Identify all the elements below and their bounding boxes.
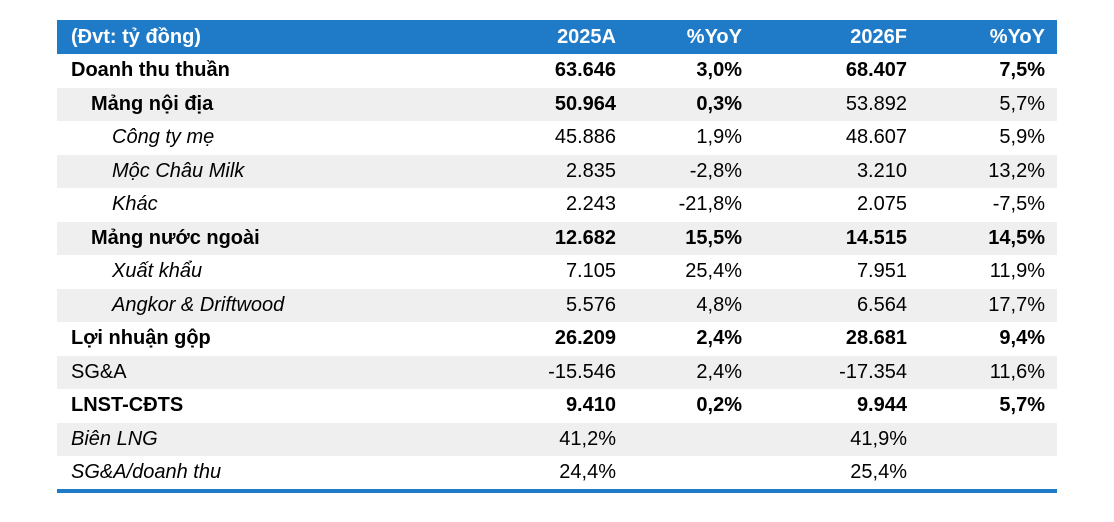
cell-2025a: 63.646 bbox=[554, 59, 616, 82]
table-row: Mộc Châu Milk 2.835 -2,8% 3.210 13,2% bbox=[57, 154, 1057, 188]
cell-2025a: 5.576 bbox=[565, 293, 616, 316]
yoy-2026-header: %YoY bbox=[989, 25, 1045, 48]
cell-2026f: 25,4% bbox=[850, 461, 907, 484]
row-label: Mộc Châu Milk bbox=[112, 159, 245, 182]
table-header-row: (Đvt: tỷ đồng) 2025A %YoY 2026F %YoY bbox=[57, 20, 1057, 54]
table-row: Khác 2.243 -21,8% 2.075 -7,5% bbox=[57, 188, 1057, 222]
cell-2025a: 50.964 bbox=[554, 92, 616, 115]
cell-yoy-2026 bbox=[907, 456, 1057, 490]
cell-2025a: 26.209 bbox=[554, 327, 616, 350]
cell-2026f: 28.681 bbox=[845, 327, 907, 350]
row-label: Xuất khẩu bbox=[112, 260, 203, 283]
cell-yoy-2025: 1,9% bbox=[696, 126, 742, 149]
cell-yoy-2026: 7,5% bbox=[999, 59, 1045, 82]
cell-yoy-2025: 0,3% bbox=[696, 92, 742, 115]
row-label: Lợi nhuận gộp bbox=[71, 327, 211, 350]
cell-2026f: 53.892 bbox=[845, 92, 907, 115]
cell-yoy-2026: 5,9% bbox=[999, 126, 1045, 149]
cell-yoy-2025: 3,0% bbox=[696, 59, 742, 82]
table-row: Lợi nhuận gộp 26.209 2,4% 28.681 9,4% bbox=[57, 322, 1057, 356]
row-label: Doanh thu thuần bbox=[71, 59, 230, 82]
row-label: Biên LNG bbox=[71, 427, 158, 450]
cell-yoy-2026: 11,9% bbox=[989, 260, 1045, 283]
cell-2025a: 9.410 bbox=[565, 394, 616, 417]
cell-2026f: 14.515 bbox=[845, 226, 907, 249]
table-row: Mảng nội địa 50.964 0,3% 53.892 5,7% bbox=[57, 87, 1057, 121]
cell-2025a: 41,2% bbox=[559, 427, 616, 450]
cell-2026f: 6.564 bbox=[856, 293, 907, 316]
cell-yoy-2025: 0,2% bbox=[696, 394, 742, 417]
row-label: Công ty mẹ bbox=[112, 126, 215, 149]
cell-2026f: 7.951 bbox=[856, 260, 907, 283]
table-row: Angkor & Driftwood 5.576 4,8% 6.564 17,7… bbox=[57, 288, 1057, 322]
yoy-2025-header: %YoY bbox=[686, 25, 742, 48]
cell-2025a: 2.243 bbox=[565, 193, 616, 216]
cell-yoy-2026: 13,2% bbox=[988, 159, 1045, 182]
row-label: Khác bbox=[112, 193, 158, 216]
cell-yoy-2026: 11,6% bbox=[989, 360, 1045, 383]
row-label: Angkor & Driftwood bbox=[112, 293, 285, 316]
cell-yoy-2026: 5,7% bbox=[999, 92, 1045, 115]
row-label: Mảng nội địa bbox=[91, 92, 214, 115]
cell-2025a: -15.546 bbox=[548, 360, 616, 383]
cell-2026f: 3.210 bbox=[856, 159, 907, 182]
cell-yoy-2025 bbox=[616, 456, 742, 490]
cell-yoy-2025 bbox=[616, 423, 742, 457]
cell-2026f: 9.944 bbox=[856, 394, 907, 417]
cell-2026f: 41,9% bbox=[850, 427, 907, 450]
unit-header: (Đvt: tỷ đồng) bbox=[71, 25, 201, 48]
cell-yoy-2025: -21,8% bbox=[678, 193, 742, 216]
cell-2025a: 24,4% bbox=[559, 461, 616, 484]
cell-yoy-2025: 2,4% bbox=[696, 327, 742, 350]
cell-yoy-2025: 25,4% bbox=[685, 260, 742, 283]
table-bottom-rule bbox=[57, 489, 1057, 493]
cell-yoy-2026 bbox=[907, 423, 1057, 457]
cell-yoy-2026: 14,5% bbox=[988, 226, 1045, 249]
year-2025a-header: 2025A bbox=[557, 25, 616, 48]
cell-2025a: 12.682 bbox=[554, 226, 616, 249]
cell-2026f: 68.407 bbox=[845, 59, 907, 82]
cell-yoy-2025: 2,4% bbox=[696, 360, 742, 383]
row-label: Mảng nước ngoài bbox=[91, 226, 260, 249]
cell-yoy-2026: 17,7% bbox=[988, 293, 1045, 316]
cell-yoy-2026: 5,7% bbox=[999, 394, 1045, 417]
table-row: SG&A -15.546 2,4% -17.354 11,6% bbox=[57, 355, 1057, 389]
cell-yoy-2026: -7,5% bbox=[992, 193, 1045, 216]
table-row: LNST-CĐTS 9.410 0,2% 9.944 5,7% bbox=[57, 389, 1057, 423]
cell-yoy-2025: -2,8% bbox=[689, 159, 742, 182]
cell-2025a: 45.886 bbox=[554, 126, 616, 149]
table-row: Công ty mẹ 45.886 1,9% 48.607 5,9% bbox=[57, 121, 1057, 155]
table-row: Xuất khẩu 7.105 25,4% 7.951 11,9% bbox=[57, 255, 1057, 289]
cell-yoy-2025: 15,5% bbox=[685, 226, 742, 249]
cell-2025a: 7.105 bbox=[565, 260, 616, 283]
table-row: SG&A/doanh thu 24,4% 25,4% bbox=[57, 456, 1057, 490]
row-label: SG&A bbox=[71, 360, 127, 383]
year-2026f-header: 2026F bbox=[850, 25, 907, 48]
row-label: LNST-CĐTS bbox=[71, 394, 184, 417]
cell-2025a: 2.835 bbox=[565, 159, 616, 182]
table-row: Mảng nước ngoài 12.682 15,5% 14.515 14,5… bbox=[57, 221, 1057, 255]
forecast-table: (Đvt: tỷ đồng) 2025A %YoY 2026F %YoY Doa… bbox=[57, 20, 1057, 490]
cell-yoy-2025: 4,8% bbox=[696, 293, 742, 316]
table-row: Doanh thu thuần 63.646 3,0% 68.407 7,5% bbox=[57, 54, 1057, 88]
table-row: Biên LNG 41,2% 41,9% bbox=[57, 422, 1057, 457]
row-label: SG&A/doanh thu bbox=[71, 461, 222, 484]
financial-forecast-table: (Đvt: tỷ đồng) 2025A %YoY 2026F %YoY Doa… bbox=[57, 20, 1057, 490]
cell-2026f: 48.607 bbox=[845, 126, 907, 149]
cell-2026f: -17.354 bbox=[839, 360, 907, 383]
cell-2026f: 2.075 bbox=[856, 193, 907, 216]
cell-yoy-2026: 9,4% bbox=[999, 327, 1045, 350]
